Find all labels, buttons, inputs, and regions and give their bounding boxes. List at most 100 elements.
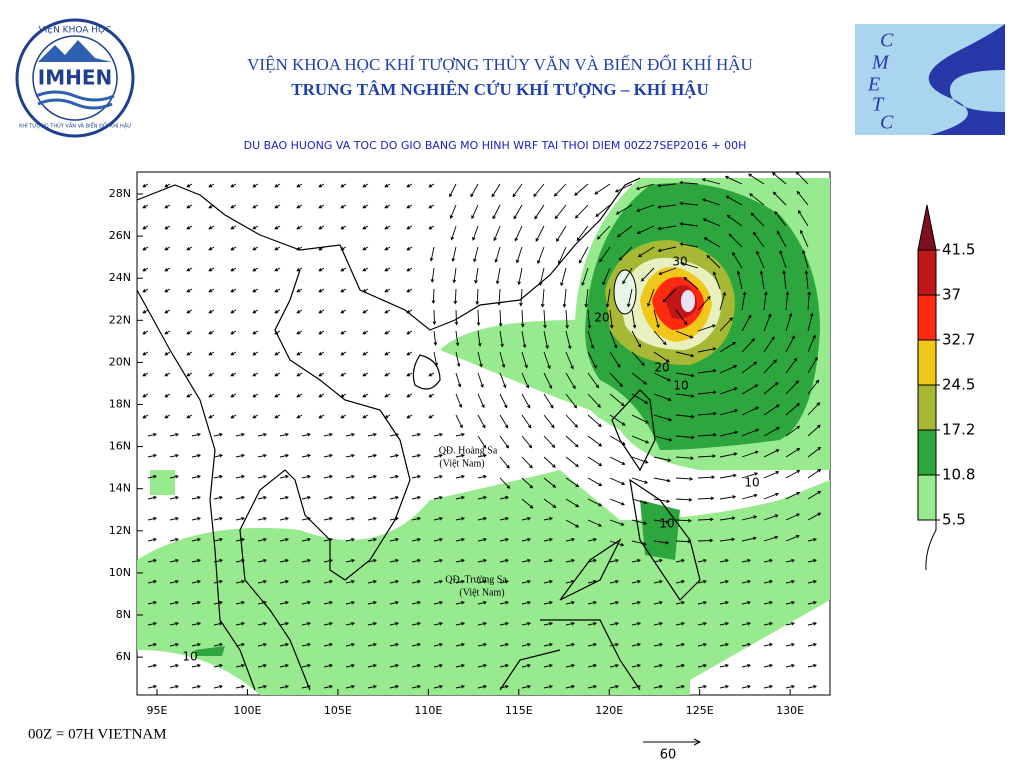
wind-arrow <box>213 579 224 584</box>
wind-arrow <box>515 246 523 264</box>
wind-arrow <box>587 663 598 668</box>
wind-arrow <box>587 558 598 563</box>
contour-label: 10 <box>744 476 759 490</box>
wind-arrow <box>647 288 655 307</box>
wind-arrow <box>257 453 268 458</box>
wind-arrow <box>164 204 171 209</box>
wind-arrow <box>147 684 158 689</box>
y-tick-label: 28N <box>109 187 131 200</box>
wind-arrow <box>296 351 303 356</box>
y-tick-label: 10N <box>109 566 131 579</box>
wind-arrow <box>279 537 290 542</box>
wind-arrow <box>785 558 796 563</box>
wind-arrow <box>362 225 369 230</box>
wind-arrow <box>432 309 437 326</box>
wind-arrow <box>384 267 391 272</box>
wind-arrow <box>807 402 821 416</box>
wind-arrow <box>340 372 347 377</box>
wind-arrow <box>543 684 554 689</box>
wind-arrow <box>345 579 356 584</box>
wind-arrow <box>235 642 246 647</box>
wind-arrow <box>235 684 246 689</box>
wind-arrow <box>340 351 347 356</box>
wind-arrow <box>477 663 488 668</box>
contour-label: 20 <box>594 311 609 325</box>
logo-letter: E <box>867 74 880 96</box>
wind-arrow <box>543 642 554 647</box>
wind-arrow <box>235 663 246 668</box>
logo-letter: C <box>880 112 894 134</box>
wind-arrow <box>323 579 334 584</box>
wind-arrow <box>235 495 246 500</box>
wind-arrow <box>318 351 325 356</box>
wind-arrow <box>257 474 268 479</box>
wind-arrow <box>169 642 180 647</box>
wind-arrow <box>785 534 800 542</box>
wind-arrow <box>725 195 743 206</box>
wind-arrow <box>451 246 457 263</box>
wind-arrow <box>653 642 664 647</box>
wind-arrow <box>384 330 391 335</box>
wind-arrow <box>675 684 686 689</box>
wind-arrow <box>807 600 818 605</box>
wind-arrow <box>389 663 400 668</box>
wind-arrow <box>749 193 765 206</box>
wind-arrow <box>169 474 180 479</box>
wind-arrow <box>406 288 413 293</box>
wind-arrow <box>257 663 268 668</box>
wind-arrow <box>257 516 268 521</box>
wind-arrow <box>499 684 510 689</box>
wind-arrow <box>519 288 523 307</box>
wind-arrow <box>186 288 193 293</box>
wind-arrow <box>433 621 444 626</box>
wind-arrow <box>675 600 686 605</box>
wind-arrow <box>741 472 759 479</box>
wind-arrow <box>697 369 717 374</box>
wind-arrow <box>675 518 692 523</box>
wind-arrow <box>477 453 488 458</box>
wind-arrow <box>565 435 579 448</box>
wind-arrow <box>697 600 708 605</box>
wind-arrow <box>230 183 237 188</box>
wind-arrow <box>763 427 780 437</box>
wind-arrow <box>697 538 714 543</box>
wind-arrow <box>455 558 466 563</box>
wind-arrow <box>472 225 479 241</box>
wind-arrow <box>499 393 508 409</box>
wind-arrow <box>562 288 567 308</box>
wind-arrow <box>213 474 224 479</box>
wind-arrow <box>186 246 193 251</box>
wind-arrow <box>492 204 501 220</box>
wind-arrow <box>631 435 650 444</box>
wind-arrow <box>455 642 466 647</box>
wind-arrow <box>345 558 356 563</box>
wind-arrow <box>653 372 672 382</box>
wind-arrow <box>499 372 507 389</box>
wind-arrow <box>637 246 655 258</box>
wind-arrow <box>186 393 193 398</box>
wind-arrow <box>384 246 391 251</box>
wind-arrow <box>323 432 334 437</box>
wind-arrow <box>274 183 281 188</box>
wind-arrow <box>323 663 334 668</box>
wind-arrow <box>631 330 641 348</box>
wind-arrow <box>406 393 413 398</box>
wind-arrow <box>514 225 523 242</box>
wind-arrow <box>367 453 378 458</box>
wind-arrow <box>279 642 290 647</box>
wind-arrow <box>455 330 460 347</box>
logo-text: KHÍ TƯỢNG THỦY VĂN VÀ BIẾN ĐỔI KHÍ HẬU <box>19 122 131 130</box>
wind-arrow <box>235 474 246 479</box>
wind-arrow <box>631 393 649 404</box>
wind-arrow <box>186 267 193 272</box>
wind-arrow <box>142 225 149 230</box>
wind-arrow <box>499 600 510 605</box>
wind-arrow <box>807 512 822 521</box>
wind-arrow <box>367 495 378 500</box>
wind-arrow <box>455 663 466 668</box>
wind-arrow <box>706 254 721 269</box>
wind-arrow <box>499 330 504 348</box>
wind-arrow <box>565 537 576 542</box>
logo-letter: T <box>872 94 885 116</box>
wind-arrow <box>230 330 237 335</box>
